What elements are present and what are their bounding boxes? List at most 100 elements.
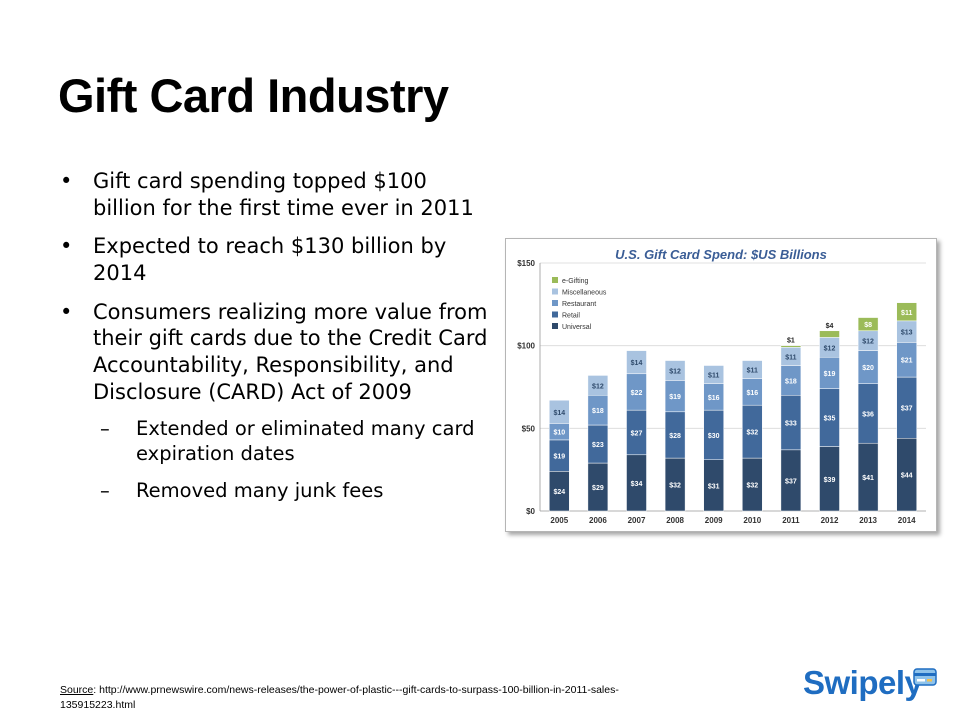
bar-segment	[819, 330, 840, 338]
data-label: $44	[901, 473, 913, 480]
source-label: Source	[60, 684, 94, 696]
data-label: $16	[746, 390, 758, 397]
y-tick-label: $150	[517, 259, 535, 268]
chart-frame: U.S. Gift Card Spend: $US Billions $0 $50 $…	[505, 238, 937, 532]
legend-swatch	[552, 277, 558, 283]
y-tick-label: $0	[526, 507, 535, 516]
data-label: $23	[592, 442, 604, 449]
bullet-dot: •	[60, 299, 73, 324]
bullet-item: • Expected to reach $130 billion by 2014	[58, 233, 488, 286]
data-label: $19	[553, 454, 565, 461]
data-label: $8	[864, 322, 872, 329]
data-label: $41	[862, 475, 874, 482]
data-label: $39	[824, 477, 836, 484]
x-tick-label: 2011	[782, 516, 800, 525]
x-tick-label: 2006	[589, 516, 607, 525]
data-label: $11	[747, 368, 758, 375]
data-label: $28	[669, 433, 681, 440]
chart-title: U.S. Gift Card Spend: $US Billions	[615, 247, 827, 262]
legend-label: Restaurant	[562, 301, 596, 308]
bullet-list: • Gift card spending topped $100 billion…	[58, 168, 488, 516]
data-label: $18	[592, 408, 604, 415]
sub-bullet-item: – Removed many junk fees	[58, 479, 488, 504]
sub-bullet-text: Extended or eliminated many card expirat…	[136, 417, 475, 465]
data-label: $12	[669, 368, 681, 375]
legend-swatch	[552, 288, 558, 295]
legend-swatch	[552, 300, 558, 306]
bullet-dot: •	[60, 169, 73, 193]
legend-label: Universal	[562, 324, 592, 331]
bar-segment	[857, 317, 879, 332]
legend-label: e-Gifting	[562, 278, 589, 285]
data-label: $37	[785, 478, 797, 485]
data-label: $11	[901, 310, 912, 317]
data-label: $19	[824, 371, 836, 378]
data-label: $14	[631, 360, 643, 367]
bullet-item: • Consumers realizing more value from th…	[58, 299, 488, 406]
legend-label: Miscellaneous	[562, 290, 607, 297]
data-label: $32	[669, 483, 681, 490]
data-label: $14	[553, 410, 565, 417]
data-label: $32	[746, 483, 758, 490]
x-tick-label: 2014	[898, 516, 916, 525]
bullet-text: Consumers realizing more value from thei…	[93, 299, 488, 404]
x-tick-label: 2010	[743, 516, 761, 525]
data-label: $35	[824, 416, 836, 423]
sub-bullet-dash: –	[100, 417, 110, 441]
y-tick-label: $50	[522, 424, 536, 433]
legend-swatch	[552, 311, 558, 318]
data-label: $22	[631, 390, 643, 397]
x-tick-label: 2007	[628, 516, 646, 525]
data-label: $12	[824, 345, 836, 352]
legend-swatch	[552, 323, 558, 329]
data-label: $30	[708, 433, 720, 440]
data-label: $24	[553, 489, 565, 496]
bar-segment	[626, 350, 647, 375]
data-label: $18	[785, 378, 797, 385]
x-tick-label: 2008	[666, 516, 684, 525]
data-label: $32	[746, 430, 758, 437]
data-label: $31	[708, 483, 720, 490]
bar-segment	[896, 302, 917, 322]
logo-text: Swipely	[803, 664, 923, 701]
x-tick-label: 2005	[550, 516, 568, 525]
legend-label: Retail	[562, 313, 580, 320]
source-url: : http://www.prnewswire.com/news-release…	[60, 684, 619, 712]
data-label: $16	[708, 395, 720, 402]
data-label: $33	[785, 421, 797, 428]
bullet-text: Expected to reach $130 billion by 2014	[93, 234, 447, 285]
bullet-dot: •	[60, 234, 73, 259]
sub-bullet-text: Removed many junk fees	[136, 478, 384, 502]
gift-card-chart: U.S. Gift Card Spend: $US Billions $0 $50 $…	[517, 247, 926, 525]
data-label: $12	[862, 339, 874, 346]
bar-segment	[703, 365, 724, 384]
bullet-item: • Gift card spending topped $100 billion…	[58, 168, 488, 221]
slide-title: Gift Card Industry	[58, 69, 449, 122]
data-label: $36	[862, 411, 874, 418]
sub-bullet-dash: –	[100, 478, 110, 502]
data-label: $19	[669, 394, 681, 401]
bar-segment	[549, 399, 570, 424]
x-tick-label: 2009	[705, 516, 723, 525]
data-label: $34	[631, 481, 643, 488]
data-label: $21	[901, 358, 913, 365]
data-label: $11	[708, 373, 719, 380]
x-tick-label: 2012	[821, 516, 839, 525]
bullet-text: Gift card spending topped $100 billion f…	[93, 169, 474, 220]
data-label: $27	[631, 430, 643, 437]
data-label: $13	[901, 330, 913, 337]
source-note: Source: http://www.prnewswire.com/news-r…	[60, 683, 680, 713]
data-label: $20	[862, 365, 874, 372]
data-label: $11	[785, 354, 796, 361]
sub-bullet-item: – Extended or eliminated many card expir…	[58, 417, 488, 467]
x-tick-label: 2013	[859, 516, 877, 525]
bar-segment	[742, 360, 763, 379]
bar-segment	[587, 375, 609, 396]
data-label: $4	[826, 323, 834, 330]
y-tick-label: $100	[517, 342, 535, 351]
credit-card-icon	[913, 668, 937, 686]
bar-segment	[780, 345, 802, 348]
data-label: $29	[592, 485, 604, 492]
swipely-logo: Swipely	[803, 664, 937, 702]
bar-segment	[664, 360, 686, 381]
